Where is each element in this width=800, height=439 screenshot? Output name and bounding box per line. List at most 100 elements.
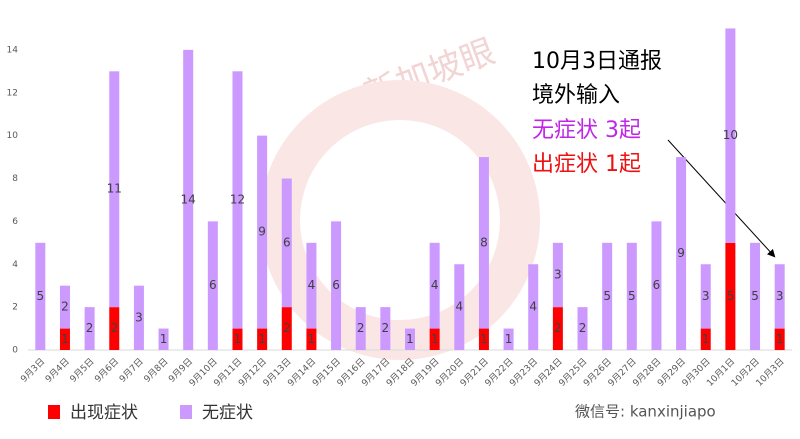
value-label: 4 xyxy=(455,300,463,314)
bar xyxy=(59,285,70,329)
value-label: 2 xyxy=(382,321,390,335)
bar xyxy=(503,328,514,350)
value-label: 4 xyxy=(529,300,537,314)
value-label: 6 xyxy=(653,278,661,292)
x-tick-label: 9月7日 xyxy=(117,356,146,385)
x-tick-label: 9月4日 xyxy=(43,356,72,385)
bar xyxy=(454,264,465,350)
x-tick-label: 9月8日 xyxy=(142,356,171,385)
bar xyxy=(429,242,440,329)
legend-label: 出现症状 xyxy=(70,403,138,423)
bar xyxy=(774,328,785,350)
bar xyxy=(528,264,539,350)
bar xyxy=(133,285,144,350)
value-label: 5 xyxy=(37,289,45,303)
bar xyxy=(405,328,415,350)
value-label: 9 xyxy=(258,225,266,239)
value-label: 5 xyxy=(628,289,636,303)
bar xyxy=(429,328,440,350)
y-tick-label: 2 xyxy=(12,303,18,313)
bar xyxy=(626,242,637,350)
bar xyxy=(774,264,785,329)
bar xyxy=(700,264,711,329)
value-label: 3 xyxy=(135,310,143,324)
value-label: 12 xyxy=(230,192,245,206)
legend-swatch xyxy=(180,405,192,419)
bar xyxy=(700,328,711,350)
value-label: 2 xyxy=(283,321,291,335)
bar xyxy=(355,307,366,350)
value-label: 2 xyxy=(579,321,587,335)
y-tick-label: 0 xyxy=(12,346,18,356)
value-label: 2 xyxy=(357,321,365,335)
value-label: 10 xyxy=(723,128,738,142)
watermark-logo xyxy=(260,80,540,360)
bar xyxy=(84,307,95,350)
value-label: 4 xyxy=(431,278,439,292)
bar xyxy=(109,307,120,350)
bar xyxy=(257,135,268,329)
bar xyxy=(306,328,317,350)
value-label: 14 xyxy=(181,192,196,206)
bar xyxy=(232,71,243,329)
y-tick-label: 14 xyxy=(7,45,19,55)
bar xyxy=(478,157,489,329)
value-label: 1 xyxy=(480,332,488,346)
y-tick-label: 6 xyxy=(12,217,18,227)
legend-swatch xyxy=(48,405,60,419)
value-label: 1 xyxy=(406,332,414,346)
value-label: 5 xyxy=(727,289,735,303)
value-label: 3 xyxy=(702,289,710,303)
x-tick-label: 9月6日 xyxy=(93,356,122,385)
y-tick-label: 4 xyxy=(12,260,18,270)
annotation: 无症状 3起 xyxy=(532,118,641,143)
legend: 出现症状 无症状 xyxy=(48,403,253,423)
annotation: 境外输入 xyxy=(532,83,620,108)
footer: 微信号: kanxinjiapo xyxy=(575,403,716,421)
bar xyxy=(552,307,563,350)
bar xyxy=(183,49,194,350)
bar xyxy=(380,307,391,350)
value-label: 1 xyxy=(776,332,784,346)
annotation: 出症状 1起 xyxy=(532,152,641,177)
y-tick-label: 8 xyxy=(12,174,18,184)
bar xyxy=(207,221,218,350)
value-label: 3 xyxy=(776,289,784,303)
y-tick-label: 12 xyxy=(7,88,18,98)
value-label: 1 xyxy=(61,332,69,346)
bar xyxy=(232,328,243,350)
bar xyxy=(750,242,761,350)
bar xyxy=(281,178,292,308)
value-label: 9 xyxy=(677,246,685,260)
value-label: 2 xyxy=(86,321,94,335)
value-label: 3 xyxy=(554,267,562,281)
value-label: 1 xyxy=(431,332,439,346)
bar xyxy=(158,328,169,350)
bar xyxy=(281,307,292,350)
value-label: 1 xyxy=(234,332,242,346)
annotation: 10月3日通报 xyxy=(532,49,662,74)
bar xyxy=(577,307,588,350)
bar xyxy=(59,328,70,350)
value-label: 6 xyxy=(283,235,291,249)
value-label: 2 xyxy=(554,321,562,335)
value-label: 2 xyxy=(110,321,118,335)
bar xyxy=(478,328,489,350)
bar xyxy=(35,242,46,350)
value-label: 5 xyxy=(603,289,611,303)
bar xyxy=(725,242,736,350)
value-label: 1 xyxy=(308,332,316,346)
bar xyxy=(257,328,268,350)
value-label: 1 xyxy=(505,332,513,346)
value-label: 1 xyxy=(258,332,266,346)
y-tick-label: 10 xyxy=(7,131,19,141)
bar xyxy=(602,242,613,350)
bar xyxy=(676,157,687,350)
value-label: 4 xyxy=(308,278,316,292)
value-label: 1 xyxy=(160,332,168,346)
value-label: 2 xyxy=(61,300,69,314)
value-label: 11 xyxy=(107,182,122,196)
bar xyxy=(109,71,120,308)
value-label: 8 xyxy=(480,235,488,249)
